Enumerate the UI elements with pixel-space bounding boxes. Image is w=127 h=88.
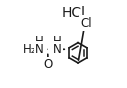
Text: H: H bbox=[53, 35, 61, 48]
Text: N: N bbox=[53, 43, 61, 56]
Text: Cl: Cl bbox=[80, 17, 92, 30]
Text: HCl: HCl bbox=[62, 6, 86, 20]
Text: H₂N: H₂N bbox=[23, 43, 45, 56]
Text: H: H bbox=[35, 35, 44, 48]
Text: N: N bbox=[35, 43, 44, 56]
Text: O: O bbox=[43, 58, 53, 71]
